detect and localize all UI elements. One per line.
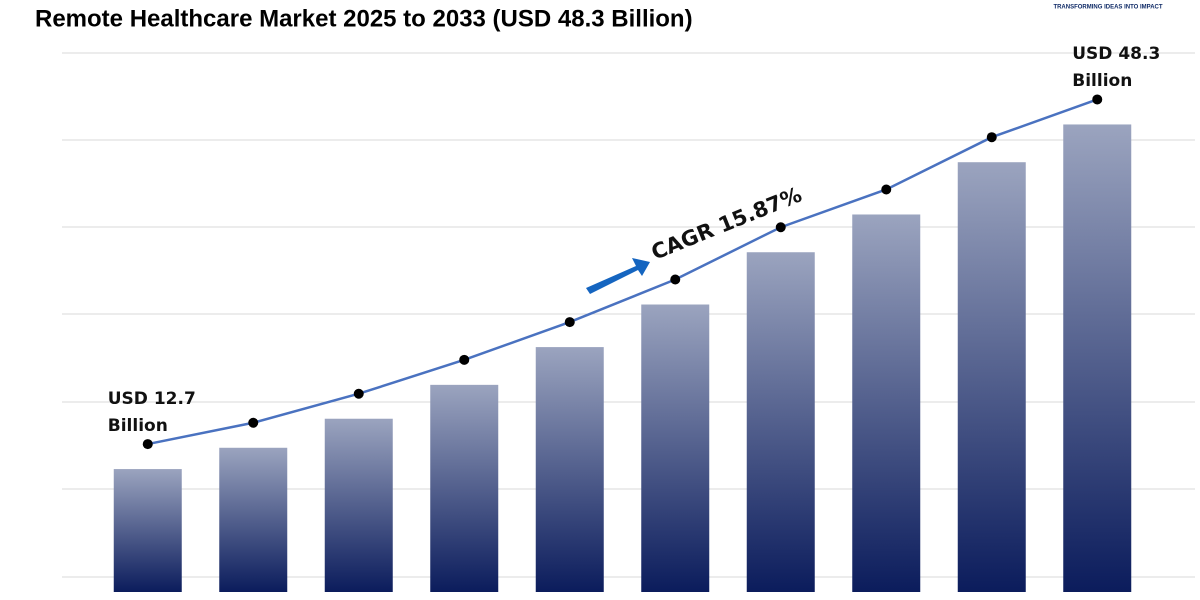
bar [1063, 124, 1132, 593]
trend-point [459, 354, 470, 365]
arrow [586, 258, 650, 294]
trend-point [1092, 94, 1103, 105]
trend-line [147, 98, 1098, 446]
bar [746, 252, 815, 592]
value-label: USD 12.7 Billion [107, 389, 196, 437]
trend-point [353, 388, 364, 399]
trend-point [881, 184, 892, 195]
bar [641, 304, 710, 592]
bar [113, 469, 182, 592]
logo-tagline: TRANSFORMING IDEAS INTO IMPACT [1053, 5, 1162, 11]
trend [142, 94, 1103, 450]
trend-point [142, 439, 153, 450]
trend-point [248, 417, 259, 428]
trend-point [670, 274, 681, 285]
trend-point [775, 222, 786, 233]
bar [324, 418, 393, 592]
chart-title: Remote Healthcare Market 2025 to 2033 (U… [35, 5, 693, 32]
bar [430, 384, 499, 592]
bar [535, 347, 604, 592]
bar [957, 162, 1026, 592]
bars [113, 124, 1132, 593]
trend-point [564, 317, 575, 328]
trend-point [986, 132, 997, 143]
bar [852, 214, 921, 593]
value-label: USD 48.3 Billion [1072, 44, 1161, 92]
bar [219, 447, 288, 592]
